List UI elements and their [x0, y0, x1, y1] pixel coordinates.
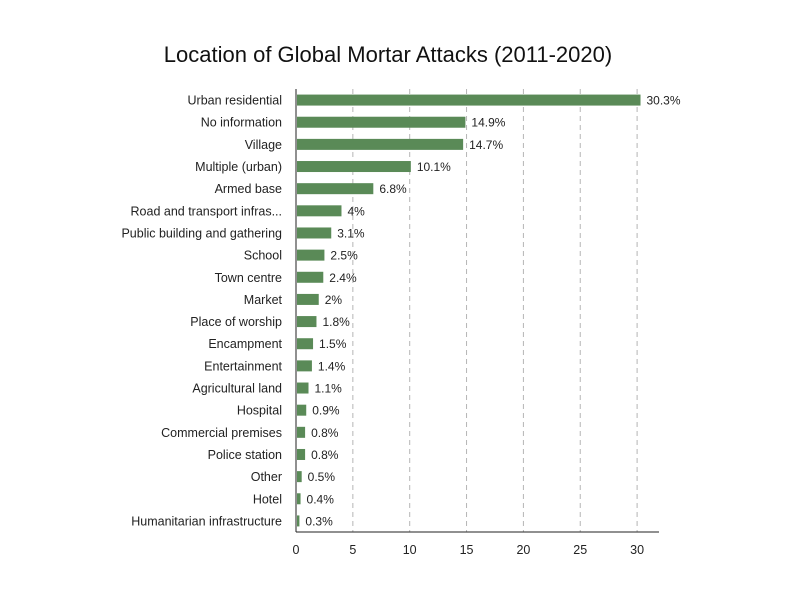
data-label: 1.5%: [319, 337, 347, 351]
data-label: 0.8%: [311, 426, 339, 440]
category-label: Other: [251, 470, 282, 484]
bar: [297, 183, 374, 195]
data-label: 2%: [325, 293, 343, 307]
data-label: 0.9%: [312, 404, 340, 418]
x-tick-label: 30: [630, 543, 644, 557]
bar: [297, 382, 309, 394]
data-label: 2.4%: [329, 271, 357, 285]
category-label: Place of worship: [190, 315, 282, 329]
data-label: 14.7%: [469, 138, 503, 152]
bar: [297, 205, 342, 217]
bar: [297, 338, 314, 350]
data-label: 30.3%: [647, 94, 681, 108]
data-label: 6.8%: [379, 182, 407, 196]
bar: [297, 426, 306, 438]
bar: [297, 271, 324, 283]
category-label: Urban residential: [188, 94, 283, 108]
data-label: 0.5%: [308, 470, 336, 484]
bar: [297, 515, 300, 527]
category-label: Police station: [208, 448, 282, 462]
bar: [297, 360, 312, 372]
category-label: Entertainment: [204, 359, 282, 373]
category-label: Humanitarian infrastructure: [131, 514, 282, 528]
category-label: Market: [244, 293, 283, 307]
data-label: 10.1%: [417, 160, 451, 174]
bar: [297, 316, 317, 328]
bar: [297, 448, 306, 460]
category-label: Encampment: [208, 337, 282, 351]
data-label: 14.9%: [471, 116, 505, 130]
data-label: 0.8%: [311, 448, 339, 462]
x-tick-label: 0: [293, 543, 300, 557]
category-label: Commercial premises: [161, 426, 282, 440]
bar: [297, 471, 302, 483]
data-label: 2.5%: [330, 249, 358, 263]
category-label: Village: [245, 138, 282, 152]
category-label: Public building and gathering: [121, 226, 282, 240]
data-label: 4%: [347, 204, 365, 218]
bar: [297, 293, 319, 305]
bar: [297, 94, 641, 106]
category-label: Hotel: [253, 492, 282, 506]
data-label: 0.4%: [307, 492, 335, 506]
category-label: Multiple (urban): [195, 160, 282, 174]
x-tick-label: 15: [460, 543, 474, 557]
data-label: 3.1%: [337, 226, 365, 240]
data-label: 1.4%: [318, 359, 346, 373]
bar: [297, 404, 307, 416]
category-label: School: [244, 249, 282, 263]
chart-title: Location of Global Mortar Attacks (2011-…: [163, 42, 613, 67]
category-label: Agricultural land: [192, 382, 282, 396]
data-label: 1.8%: [322, 315, 350, 329]
category-label: No information: [201, 116, 282, 130]
category-label: Town centre: [215, 271, 282, 285]
category-label: Armed base: [215, 182, 282, 196]
bar: [297, 493, 301, 505]
x-tick-label: 20: [516, 543, 530, 557]
bar: [297, 227, 332, 239]
data-label: 1.1%: [315, 382, 343, 396]
bar: [297, 116, 466, 128]
bar: [297, 249, 325, 261]
category-label: Hospital: [237, 404, 282, 418]
category-label: Road and transport infras...: [131, 204, 282, 218]
bar: [297, 138, 464, 150]
bar: [297, 161, 411, 173]
x-tick-label: 10: [403, 543, 417, 557]
x-tick-label: 25: [573, 543, 587, 557]
x-tick-label: 5: [349, 543, 356, 557]
data-label: 0.3%: [305, 514, 333, 528]
